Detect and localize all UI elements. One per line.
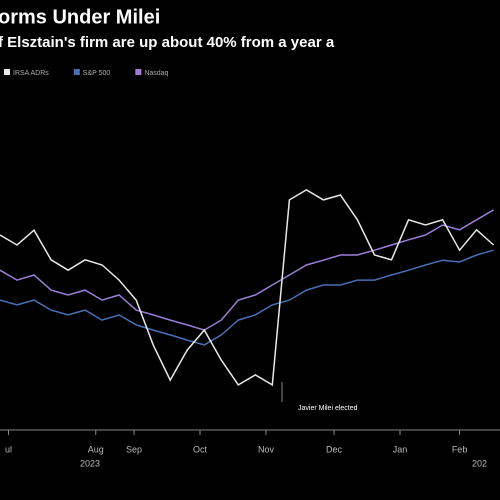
legend-swatch [73,69,80,75]
x-tick-label: Sep [126,444,142,454]
year-label: 2023 [80,458,100,468]
x-tick-label: Oct [193,444,208,454]
year-label: 202 [472,458,487,468]
x-tick-label: Dec [326,444,343,454]
legend-label: S&P 500 [83,70,111,77]
series-line [0,209,494,331]
x-tick-label: Jan [393,444,408,454]
x-tick-label: Aug [88,444,104,454]
chart-subtitle: f Elsztain's firm are up about 40% from … [0,34,335,51]
x-tick-label: ul [5,444,12,454]
chart-title: orms Under Milei [0,6,160,28]
x-tick-label: Feb [452,444,468,454]
legend-swatch [4,69,10,75]
x-tick-label: Nov [258,444,275,454]
annotation: Javier Milei elected [298,405,358,412]
series-line [0,249,494,346]
legend-swatch [135,69,142,75]
series-line [0,189,495,387]
legend-label: Nasdaq [144,70,168,77]
legend-label: IRSA ADRs [13,70,49,77]
